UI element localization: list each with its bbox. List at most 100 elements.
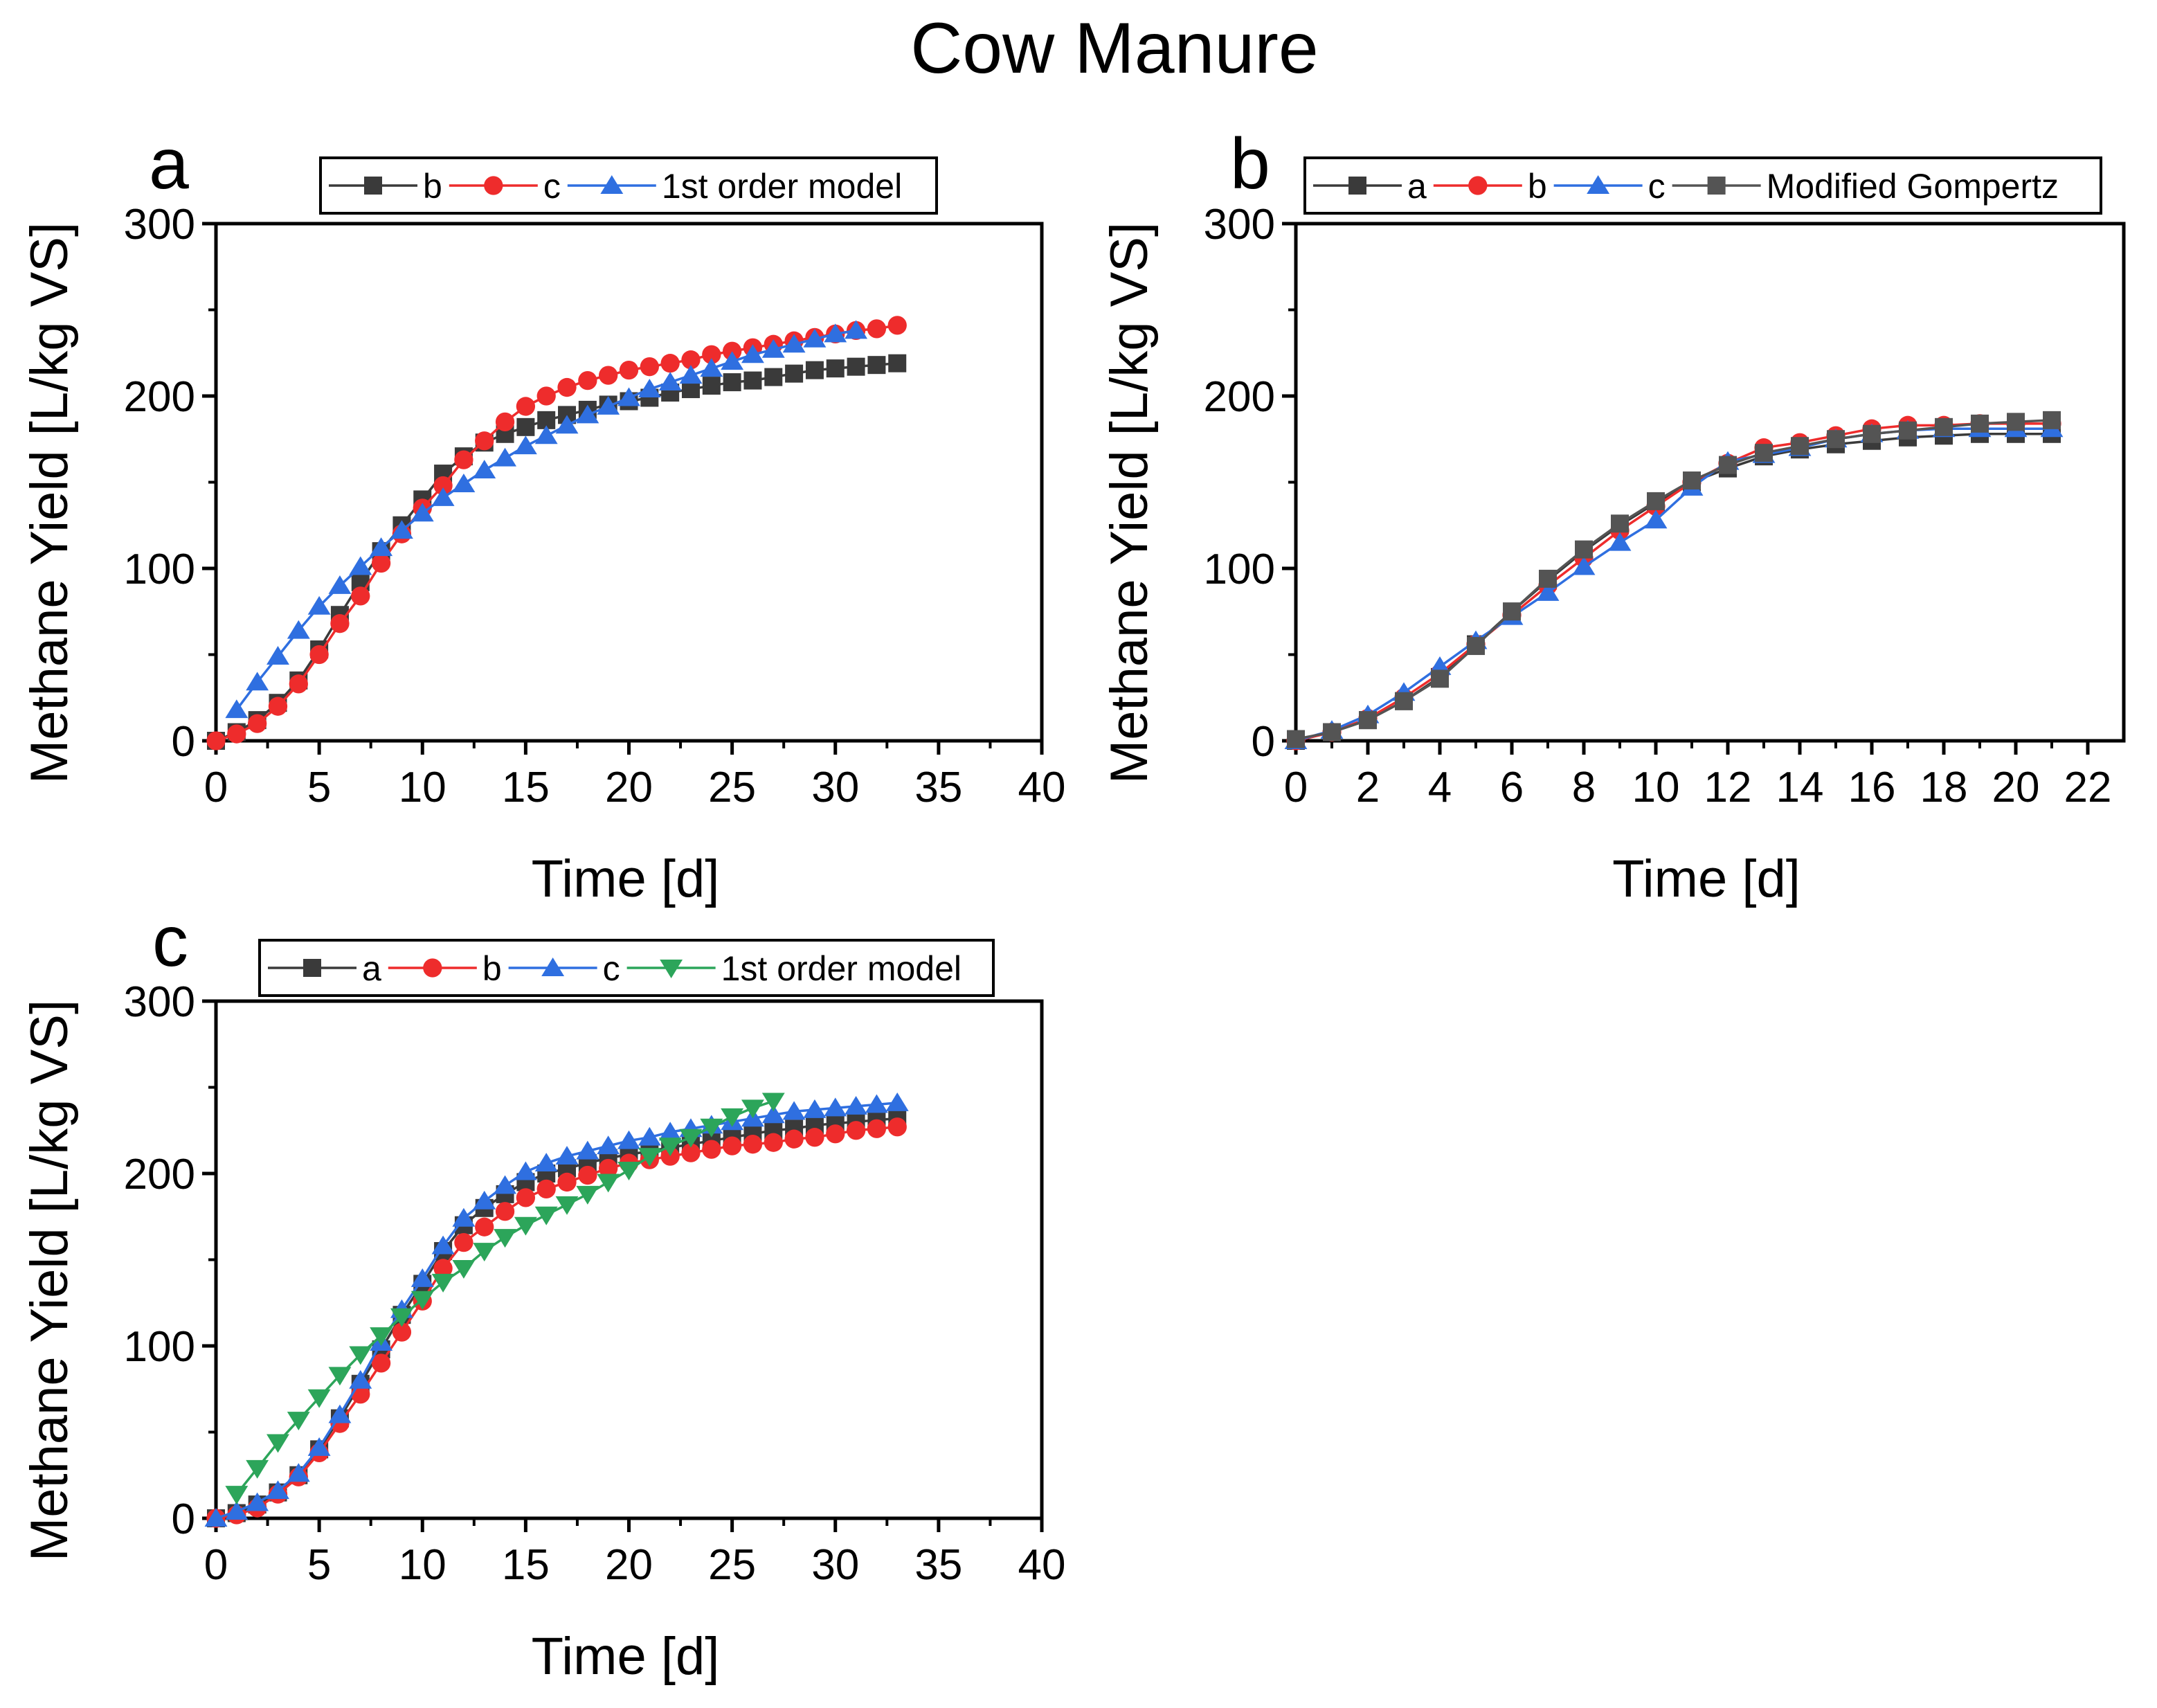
data-point [782,1101,806,1120]
legend-label: c [603,949,620,988]
series-a [207,1109,907,1527]
data-point [1287,730,1305,748]
legend-marker [600,175,624,194]
data-point [743,371,762,390]
data-point [328,1404,352,1423]
data-point [846,1121,866,1140]
data-point [433,476,453,496]
legend-marker [1348,177,1366,195]
data-point [473,1190,496,1210]
series-line [1295,422,2052,742]
data-point [702,377,721,395]
data-point [1572,556,1596,575]
data-point [473,1243,496,1261]
data-point [887,1117,907,1137]
data-point [1467,637,1485,656]
data-point [1755,444,1773,462]
plot-frame [214,222,1044,743]
data-point [741,344,764,363]
data-point [534,1153,558,1172]
data-point [578,1165,597,1185]
legend-label: 1st order model [721,949,962,988]
series-line [215,324,898,742]
data-point [330,614,350,633]
data-point [555,415,579,434]
legend-label: c [543,167,561,206]
data-point [1575,540,1593,559]
data-point [1899,421,1917,440]
data-point [349,556,372,575]
data-point [617,1162,640,1180]
panel-b: b 0 2 4 6 8 10 12 14 16 18 20 22 0 100 200 300 Time [d] Me… [1100,124,2126,908]
data-point [1719,456,1737,474]
data-point [1395,692,1413,710]
x-tick-label: 8 [1572,764,1596,811]
x-tick-label: 40 [1018,1541,1066,1589]
data-point [597,395,620,415]
legend-label: b [482,949,502,988]
data-point [227,724,246,744]
legend-marker [364,177,382,195]
data-point [700,1118,723,1138]
data-point [287,1463,310,1482]
data-point [494,1229,516,1248]
data-point [702,1140,721,1159]
data-point [2043,411,2061,429]
data-point [433,1259,453,1278]
data-point [452,1207,476,1227]
data-point [370,537,393,557]
data-point [658,1122,682,1141]
legend-marker [660,960,683,978]
data-point [371,553,391,573]
data-point [576,1185,599,1205]
legend-marker [484,176,503,195]
x-tick-label: 15 [502,1541,550,1589]
data-point [516,1188,536,1207]
data-point [454,1232,473,1252]
data-point [410,1291,434,1310]
data-point [867,1119,887,1138]
data-point [1644,510,1668,529]
series-1st-order-model [225,1093,785,1505]
x-tick-label: 15 [502,764,550,811]
x-tick-label: 20 [605,1541,653,1589]
legend-label: a [362,949,381,988]
legend-label: b [423,167,442,206]
data-point [576,1140,599,1160]
data-point [307,1437,331,1456]
data-point [700,358,723,377]
data-point [1608,532,1632,551]
data-point [638,379,661,397]
y-tick-label: 0 [172,1495,195,1543]
data-point [534,1206,558,1225]
legend-box [258,939,995,997]
series-line [1295,419,2052,741]
x-tick-label: 0 [204,764,228,811]
data-point [1683,471,1701,490]
legend-label: Modified Gompertz [1767,167,2059,206]
data-point [1503,602,1521,621]
x-tick-label: 30 [811,1541,859,1589]
x-tick-label: 6 [1500,764,1524,811]
data-point [638,1148,661,1167]
x-tick-label: 25 [708,764,756,811]
legend: a b c Modified Gompertz [1303,156,2102,215]
data-point [370,1327,393,1347]
data-point [431,487,455,506]
y-tick-label: 300 [124,201,195,249]
data-point [246,1492,269,1511]
data-point [803,328,827,348]
data-point [599,366,618,385]
data-point [410,1268,434,1287]
x-tick-label: 0 [1284,764,1308,811]
legend: b c 1st order model [319,156,938,215]
data-point [516,417,535,436]
x-tick-label: 18 [1920,764,1968,811]
data-point [452,1259,476,1279]
x-tick-label: 20 [1992,764,2040,811]
data-point [784,1129,804,1149]
series-1st-order-model [225,320,868,719]
data-point [761,1104,785,1124]
x-tick-label: 10 [399,1541,446,1589]
data-point [452,474,476,492]
